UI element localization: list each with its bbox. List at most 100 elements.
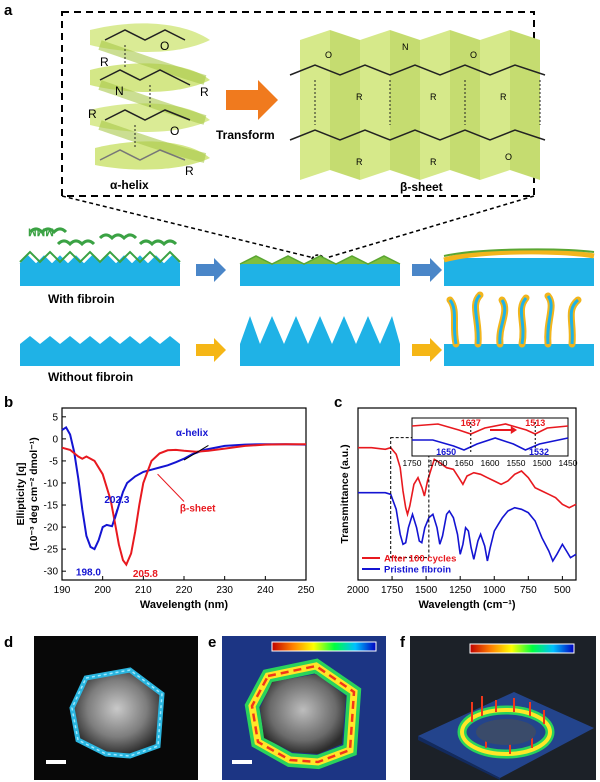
transform-arrow — [226, 80, 278, 120]
panel-label-a: a — [4, 2, 13, 19]
scale-bar-d — [46, 760, 66, 764]
y-tick-label-b: -20 — [44, 523, 59, 534]
svg-text:N: N — [115, 84, 124, 98]
svg-text:R: R — [430, 92, 437, 102]
svg-text:O: O — [505, 152, 512, 162]
svg-text:R: R — [88, 107, 97, 121]
alpha-helix-diagram: R R R R O N O — [88, 23, 210, 178]
annotation-202: 202.3 — [104, 495, 129, 506]
panel-label-e: e — [208, 634, 217, 651]
annotation-205: 205.8 — [133, 569, 158, 580]
x-tick-label-b: 250 — [298, 585, 315, 596]
x-tick-label-c: 750 — [520, 585, 537, 596]
legend-label-c-0: After 100 cycles — [384, 554, 456, 565]
panel-label-c: c — [334, 394, 343, 411]
y-tick-label-b: 5 — [52, 412, 58, 423]
chart-c-ftir: 2000 1750 1500 1250 1000 750 500 Wavelength (cm… — [339, 407, 578, 611]
y-axis-label-c: Transmittance (a.u.) — [339, 444, 351, 543]
x-tick-label-c: 2000 — [347, 585, 370, 596]
label-with-fibroin: With fibroin — [48, 292, 115, 306]
arrow-yellow-1 — [196, 338, 226, 362]
svg-text:O: O — [470, 50, 477, 60]
inset-tick-label-c: 1650 — [455, 458, 474, 468]
inset-label-1532: 1532 — [529, 447, 549, 457]
svg-text:R: R — [356, 157, 363, 167]
beta-sheet-diagram: O N O R R R R R O — [289, 30, 546, 180]
image-f-3d-surface — [410, 636, 596, 780]
y-axis-label2-b: (10⁻³ deg cm⁻² dmol⁻¹) — [28, 437, 40, 550]
svg-text:R: R — [356, 92, 363, 102]
inset-tick-label-c: 1700 — [429, 458, 448, 468]
y-tick-label-b: -5 — [49, 456, 58, 467]
svg-text:N: N — [402, 42, 409, 52]
inset-label-1513: 1513 — [525, 418, 545, 428]
colorbar-f — [469, 643, 575, 654]
label-without-fibroin: Without fibroin — [48, 370, 134, 384]
series-line-b-0 — [61, 425, 307, 551]
x-tick-label-c: 1250 — [449, 585, 472, 596]
svg-text:R: R — [100, 55, 109, 69]
zoom-line-right — [325, 195, 535, 259]
x-tick-label-b: 190 — [54, 585, 71, 596]
inset-label-1650: 1650 — [436, 447, 456, 457]
chart-b-circular-dichroism: 190 200 210 220 230 240 250 5 0 -5 -10 -15 -20 -25 -30… — [15, 407, 315, 611]
colorbar-e — [271, 641, 377, 652]
annotation-alpha: α-helix — [176, 428, 209, 439]
without-fibroin-row — [20, 291, 594, 366]
svg-text:ꟽꟽꟽ: ꟽꟽꟽ — [28, 228, 54, 239]
x-axis-label-b: Wavelength (nm) — [140, 599, 229, 611]
inset-tick-label-c: 1500 — [533, 458, 552, 468]
svg-text:O: O — [325, 50, 332, 60]
x-tick-label-c: 1000 — [483, 585, 506, 596]
svg-text:R: R — [185, 164, 194, 178]
plot-frame-c — [357, 407, 577, 581]
inset-tick-label-c: 1450 — [559, 458, 578, 468]
scale-bar-e — [232, 760, 252, 764]
inset-tick-label-c: 1750 — [403, 458, 422, 468]
x-tick-label-c: 500 — [554, 585, 571, 596]
y-tick-label-b: -10 — [44, 478, 59, 489]
svg-text:O: O — [160, 39, 169, 53]
label-transform: Transform — [216, 128, 275, 142]
panel-label-d: d — [4, 634, 14, 651]
series-line-c-0 — [358, 446, 577, 518]
inset-label-1637: 1637 — [461, 418, 481, 428]
svg-text:R: R — [200, 85, 209, 99]
svg-text:R: R — [430, 157, 437, 167]
label-beta-sheet: β-sheet — [400, 180, 443, 194]
annotation-198: 198.0 — [76, 568, 101, 579]
legend-label-c-1: Pristine fibroin — [384, 565, 451, 576]
inset-blue-line — [412, 437, 569, 451]
y-tick-label-b: -25 — [44, 545, 59, 556]
annotation-beta-arrow — [157, 473, 185, 502]
svg-text:R: R — [500, 92, 507, 102]
x-tick-label-b: 240 — [257, 585, 274, 596]
image-d-fluorescence — [34, 636, 198, 780]
zoom-box-c — [390, 437, 430, 559]
label-alpha-helix: α-helix — [110, 178, 149, 192]
zoom-line-left — [61, 195, 315, 259]
annotation-beta: β-sheet — [180, 504, 216, 515]
panel-label-f: f — [400, 634, 405, 651]
inset-tick-label-c: 1550 — [507, 458, 526, 468]
x-tick-label-b: 220 — [176, 585, 193, 596]
arrow-blue-2 — [412, 258, 442, 282]
arrow-yellow-2 — [412, 338, 442, 362]
arrow-blue-1 — [196, 258, 226, 282]
image-e-heatmap — [222, 636, 386, 780]
x-tick-label-b: 210 — [135, 585, 152, 596]
series-line-c-1 — [358, 491, 577, 563]
inset-tick-label-c: 1600 — [481, 458, 500, 468]
y-tick-label-b: -15 — [44, 501, 59, 512]
inset-shift-arrowhead — [510, 426, 518, 434]
y-tick-label-b: -30 — [44, 567, 59, 578]
series-line-b-1 — [61, 443, 306, 567]
y-axis-label-b: Ellipticity [q] — [15, 463, 27, 526]
panel-a-schematic: R R R R O N O O N O R R R R R O — [19, 11, 595, 366]
with-fibroin-row: ꟽꟽꟽ — [19, 227, 595, 286]
x-tick-label-b: 200 — [94, 585, 111, 596]
x-tick-label-b: 230 — [216, 585, 233, 596]
annotation-alpha-arrow — [183, 445, 209, 461]
x-tick-label-c: 1500 — [415, 585, 438, 596]
x-axis-label-c: Wavelength (cm⁻¹) — [418, 599, 515, 611]
